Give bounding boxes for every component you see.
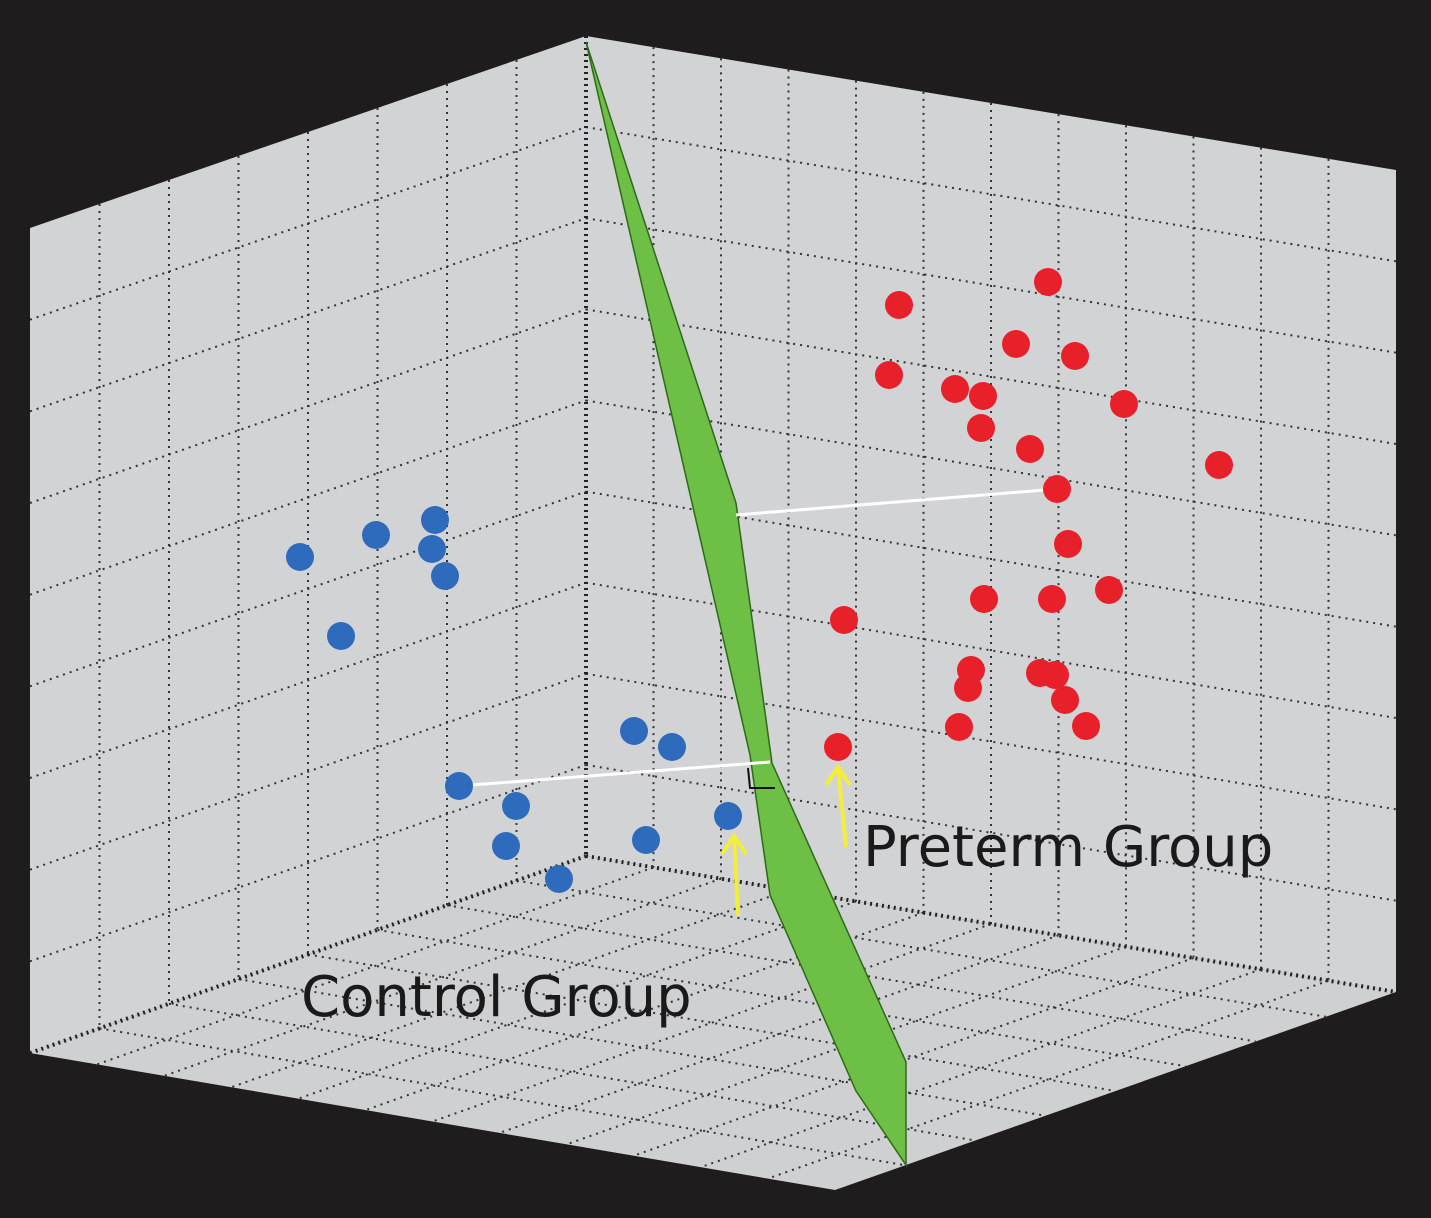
left-wall-horizontal-gridline [29, 126, 587, 321]
preterm-group-point [885, 291, 913, 319]
preterm-group-point [830, 606, 858, 634]
control-group-point [502, 792, 530, 820]
data-points [286, 268, 1233, 893]
preterm-group-point [1054, 530, 1082, 558]
floor-gridline [700, 968, 1262, 1169]
right-angle-marker [747, 767, 775, 789]
arrow-shaft [836, 766, 848, 848]
control-group-point [545, 865, 573, 893]
plot-walls [30, 36, 1396, 1190]
margin-lines [458, 487, 1058, 789]
preterm-group-point [1038, 585, 1066, 613]
preterm-group-point [1205, 451, 1233, 479]
control-group-point [431, 562, 459, 590]
preterm-margin-line [735, 487, 1058, 517]
preterm-group-point [969, 382, 997, 410]
support-vector-arrow [824, 763, 852, 848]
left-wall-horizontal-gridline [29, 763, 587, 963]
floor-gridline [566, 945, 1127, 1146]
preterm-group-point [967, 414, 995, 442]
left-wall-horizontal-gridline [29, 399, 587, 596]
preterm-group-point [1016, 435, 1044, 463]
left-wall-horizontal-gridline [29, 672, 587, 871]
control-group-point [492, 832, 520, 860]
control-group-point [445, 772, 473, 800]
grid-lines [29, 36, 1397, 1180]
control-group-point [620, 717, 648, 745]
support-vector-arrows [720, 763, 852, 917]
floor-gridline [767, 979, 1329, 1180]
left-wall-horizontal-gridline [29, 581, 587, 779]
arrow-head [824, 763, 852, 787]
preterm-group-point [1095, 576, 1123, 604]
preterm-group-point [941, 375, 969, 403]
preterm-group-point [824, 733, 852, 761]
preterm-group-point [1051, 686, 1079, 714]
preterm-group-point [1041, 661, 1069, 689]
floor-right-edge [585, 854, 1397, 994]
control-group-point [632, 826, 660, 854]
control-group-point [714, 802, 742, 830]
control-group-label: Control Group [301, 965, 692, 1030]
floor-gridline [297, 900, 857, 1100]
preterm-group-point [970, 585, 998, 613]
left-wall-horizontal-gridline [29, 490, 587, 688]
floor-gridline [230, 889, 789, 1089]
arrow-shaft [732, 835, 740, 917]
control-margin-line [458, 760, 771, 788]
floor-gridline [499, 934, 1059, 1134]
preterm-group-point [954, 674, 982, 702]
preterm-group-point [1034, 268, 1062, 296]
floor-gridline [432, 923, 992, 1123]
preterm-group-point [1072, 712, 1100, 740]
preterm-group-point [945, 713, 973, 741]
floor-gridline [163, 877, 722, 1077]
control-group-point [286, 543, 314, 571]
preterm-group-point [1061, 342, 1089, 370]
preterm-group-point [1043, 475, 1071, 503]
arrow-head [720, 832, 748, 856]
svm-hyperplane [585, 41, 907, 1168]
floor-gridline [96, 866, 654, 1066]
control-group-point [327, 622, 355, 650]
control-group-point [421, 506, 449, 534]
preterm-group-label: Preterm Group [863, 815, 1273, 880]
floor-left-edge [29, 854, 587, 1055]
preterm-group-point [1002, 330, 1030, 358]
left-wall-horizontal-gridline [29, 308, 587, 504]
preterm-group-point [1110, 390, 1138, 418]
control-group-point [362, 521, 390, 549]
floor-gridline [633, 957, 1194, 1157]
preterm-group-point [875, 361, 903, 389]
left-wall-horizontal-gridline [29, 217, 587, 413]
control-group-point [658, 733, 686, 761]
support-vector-arrow [720, 832, 748, 917]
control-group-point [418, 535, 446, 563]
